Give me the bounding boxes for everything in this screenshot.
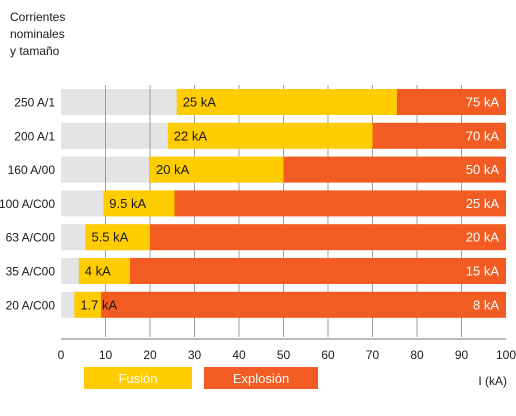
fusion-bar-4 bbox=[85, 224, 150, 251]
explosion-bar-4 bbox=[150, 224, 506, 251]
fusion-value-label-6: 1.7 kA bbox=[80, 297, 117, 312]
fusion-value-label-1: 22 kA bbox=[174, 128, 208, 143]
y-axis-title-line-3: y tamaño bbox=[10, 44, 60, 58]
fusion-bar-0 bbox=[176, 89, 397, 115]
explosion-value-label-0: 75 kA bbox=[466, 95, 500, 110]
category-label-2: 160 A/00 bbox=[8, 163, 56, 177]
fusion-value-label-2: 20 kA bbox=[156, 162, 190, 177]
x-tick-label-0: 0 bbox=[58, 348, 65, 362]
x-tick-label-40: 40 bbox=[232, 348, 246, 362]
category-label-0: 250 A/1 bbox=[14, 96, 55, 110]
fusion-bar-3 bbox=[103, 190, 175, 217]
y-axis-title-line-2: nominales bbox=[10, 27, 65, 41]
x-tick-label-60: 60 bbox=[321, 348, 335, 362]
x-tick-label-30: 30 bbox=[188, 348, 202, 362]
explosion-value-label-3: 25 kA bbox=[466, 196, 500, 211]
explosion-value-label-4: 20 kA bbox=[466, 230, 500, 245]
explosion-value-label-5: 15 kA bbox=[466, 264, 500, 279]
explosion-bar-0 bbox=[396, 89, 506, 115]
x-tick-label-70: 70 bbox=[366, 348, 380, 362]
legend-explosion: Explosión bbox=[204, 367, 318, 389]
fusion-bar-5 bbox=[78, 258, 130, 284]
explosion-value-label-2: 50 kA bbox=[466, 162, 500, 177]
x-tick-label-10: 10 bbox=[99, 348, 113, 362]
explosion-bar-2 bbox=[283, 156, 506, 183]
x-tick-label-90: 90 bbox=[455, 348, 469, 362]
category-label-1: 200 A/1 bbox=[14, 129, 55, 143]
explosion-bar-1 bbox=[372, 122, 506, 149]
legend-fusion: Fusión bbox=[84, 367, 192, 389]
fusion-value-label-0: 25 kA bbox=[183, 95, 217, 110]
fusion-value-label-4: 5.5 kA bbox=[91, 230, 128, 245]
x-tick-label-80: 80 bbox=[410, 348, 424, 362]
explosion-bar-5 bbox=[129, 258, 506, 284]
fusion-bar-6 bbox=[74, 291, 102, 318]
category-label-3: 100 A/C00 bbox=[0, 197, 55, 211]
category-label-4: 63 A/C00 bbox=[6, 231, 56, 245]
explosion-value-label-1: 70 kA bbox=[466, 128, 500, 143]
category-label-5: 35 A/C00 bbox=[6, 265, 56, 279]
x-tick-label-20: 20 bbox=[143, 348, 157, 362]
category-label-6: 20 A/C00 bbox=[6, 298, 56, 312]
fusion-bar-1 bbox=[167, 122, 373, 149]
x-axis-title: I (kA) bbox=[478, 374, 507, 388]
fusion-value-label-5: 4 kA bbox=[85, 264, 111, 279]
explosion-value-label-6: 8 kA bbox=[473, 297, 499, 312]
x-tick-label-100: 100 bbox=[496, 348, 516, 362]
explosion-bar-6 bbox=[101, 291, 507, 318]
x-tick-label-50: 50 bbox=[277, 348, 291, 362]
fusion-bar-2 bbox=[150, 156, 284, 183]
y-axis-title: Corrientes nominales y tamaño bbox=[10, 9, 65, 60]
explosion-bar-3 bbox=[174, 190, 506, 217]
y-axis-title-line-1: Corrientes bbox=[10, 10, 66, 24]
fusion-value-label-3: 9.5 kA bbox=[109, 196, 146, 211]
